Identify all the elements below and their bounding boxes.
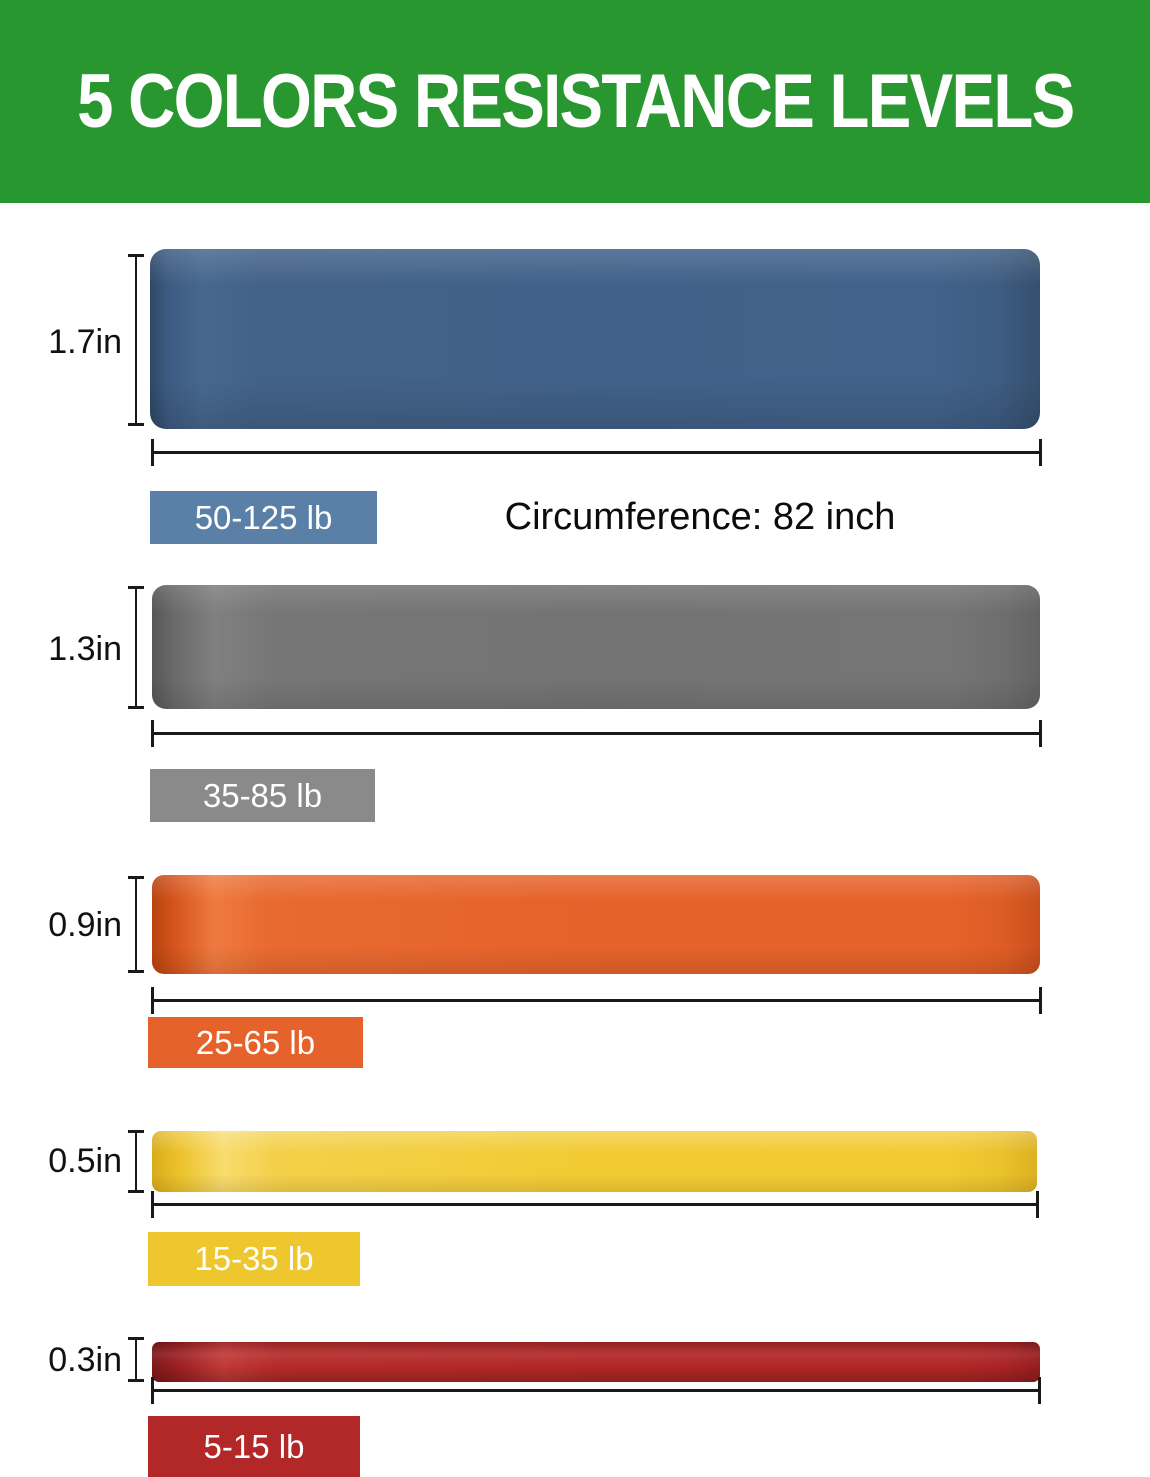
width-label-yellow: 0.5in — [48, 1142, 122, 1180]
page-title: 5 COLORS RESISTANCE LEVELS — [76, 59, 1075, 144]
weight-badge-blue: 50-125 lb — [150, 491, 377, 544]
band-gray — [152, 585, 1040, 709]
weight-label-red: 5-15 lb — [203, 1427, 305, 1465]
weight-badge-orange: 25-65 lb — [148, 1017, 363, 1068]
weight-badge-yellow: 15-35 lb — [148, 1232, 360, 1286]
length-dimension-red — [151, 1377, 1041, 1404]
dimension-tick — [128, 706, 144, 709]
dimension-tick — [128, 970, 144, 973]
length-dimension-yellow — [151, 1191, 1039, 1218]
height-dimension-orange — [128, 876, 144, 973]
length-dimension-orange — [151, 987, 1042, 1014]
height-dimension-red — [128, 1337, 144, 1382]
width-label-orange: 0.9in — [48, 906, 122, 944]
weight-label-orange: 25-65 lb — [195, 1023, 316, 1061]
length-dimension-blue — [151, 439, 1042, 466]
band-yellow — [152, 1131, 1037, 1192]
dimension-line — [135, 876, 137, 973]
band-orange — [152, 875, 1040, 974]
length-dimension-gray — [151, 720, 1042, 747]
weight-badge-red: 5-15 lb — [148, 1416, 360, 1477]
header-banner: 5 COLORS RESISTANCE LEVELS — [0, 0, 1150, 203]
height-dimension-yellow — [128, 1130, 144, 1193]
dimension-line — [135, 586, 137, 709]
dimension-tick — [128, 423, 144, 426]
band-red — [152, 1342, 1040, 1382]
dimension-line — [135, 1130, 137, 1193]
band-blue — [150, 249, 1040, 429]
weight-label-blue: 50-125 lb — [194, 498, 333, 536]
dimension-tick — [128, 1190, 144, 1193]
weight-badge-gray: 35-85 lb — [150, 769, 375, 822]
width-label-gray: 1.3in — [48, 630, 122, 668]
weight-label-gray: 35-85 lb — [202, 776, 323, 814]
dimension-tick — [128, 1379, 144, 1382]
height-dimension-gray — [128, 586, 144, 709]
circumference-note: Circumference: 82 inch — [504, 496, 896, 538]
dimension-line — [135, 254, 137, 426]
weight-label-yellow: 15-35 lb — [194, 1240, 314, 1277]
dimension-line — [135, 1337, 137, 1382]
height-dimension-blue — [128, 254, 144, 426]
width-label-red: 0.3in — [48, 1341, 122, 1379]
width-label-blue: 1.7in — [48, 323, 122, 361]
